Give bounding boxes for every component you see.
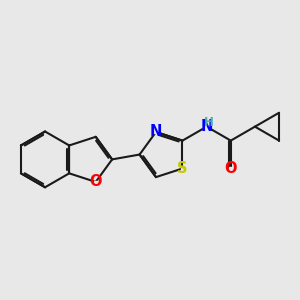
Text: S: S [177, 161, 188, 176]
Bar [154, 130, 158, 134]
Bar [181, 167, 184, 170]
Text: O: O [89, 175, 102, 190]
Text: N: N [200, 119, 213, 134]
Bar [203, 124, 210, 130]
Bar [94, 181, 98, 183]
Text: H: H [204, 116, 214, 129]
Text: O: O [224, 161, 237, 176]
Bar [229, 167, 232, 170]
Text: N: N [150, 124, 162, 140]
